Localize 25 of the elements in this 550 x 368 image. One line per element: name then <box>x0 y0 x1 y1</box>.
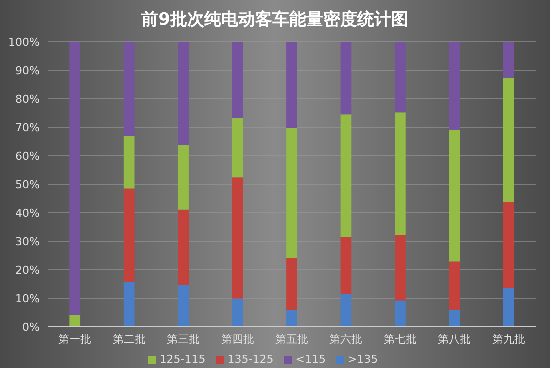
legend-label: 135-125 <box>228 353 274 366</box>
y-tick-label: 100% <box>8 36 40 49</box>
y-tick-label: 10% <box>16 292 40 306</box>
x-tick-label: 第七批 <box>384 332 417 346</box>
y-tick-label: 70% <box>16 121 40 134</box>
x-tick-label: 第六批 <box>330 332 363 346</box>
legend-label: >135 <box>348 353 378 366</box>
legend-label: <115 <box>296 353 326 366</box>
y-tick-label: 90% <box>16 64 40 78</box>
x-tick-label: 第八批 <box>438 332 472 346</box>
chart-title: 前9批次纯电动客车能量密度统计图 <box>140 9 410 32</box>
y-tick-label: 20% <box>16 264 40 277</box>
y-tick-label: 30% <box>16 235 40 248</box>
y-tick-label: 50% <box>16 178 40 192</box>
x-tick-label: 第二批 <box>112 332 146 346</box>
x-tick-label: 第五批 <box>276 332 308 346</box>
y-tick-label: 60% <box>16 150 40 163</box>
y-tick-label: 0% <box>22 320 40 334</box>
y-tick-label: 40% <box>16 206 40 220</box>
x-tick-label: 第九批 <box>492 332 526 346</box>
legend-label: 125-115 <box>160 353 206 366</box>
x-tick-label: 第一批 <box>58 332 92 346</box>
x-tick-label: 第三批 <box>167 332 200 346</box>
x-tick-label: 第四批 <box>221 332 254 346</box>
y-tick-label: 80% <box>16 92 40 106</box>
